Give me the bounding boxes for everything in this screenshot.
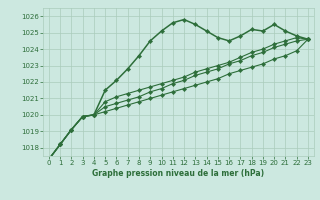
X-axis label: Graphe pression niveau de la mer (hPa): Graphe pression niveau de la mer (hPa)	[92, 169, 264, 178]
